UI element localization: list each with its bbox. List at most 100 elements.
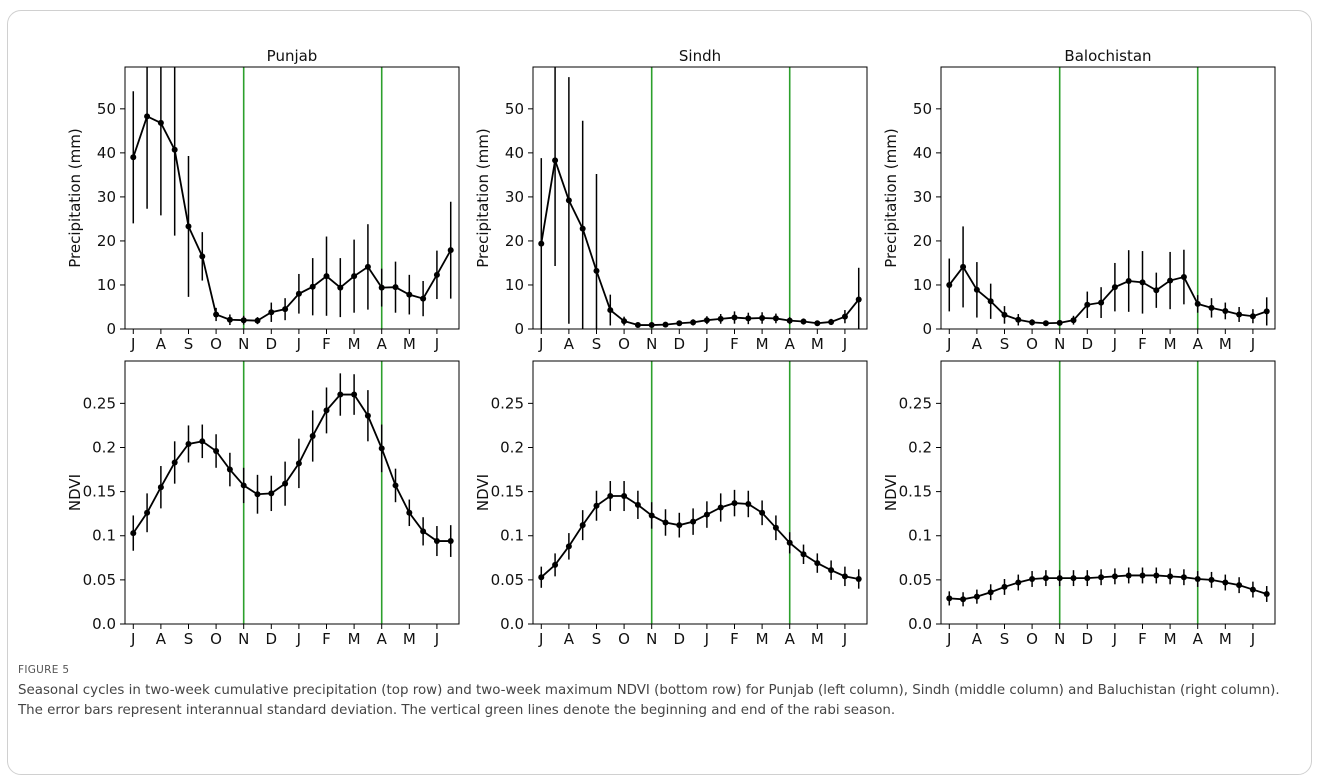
data-point [607,493,614,500]
data-point [1084,575,1091,582]
data-point [1001,311,1008,318]
data-point [420,528,427,535]
y-tick-label: 0.2 [92,438,116,456]
data-point [1249,313,1256,320]
y-axis-title: Precipitation (mm) [66,128,84,267]
x-tick-label: A [156,630,167,648]
data-point [1153,287,1160,294]
x-tick-label: J [842,630,847,648]
y-tick-label: 50 [97,100,116,118]
data-point [1125,572,1132,579]
data-point [1056,319,1063,326]
data-point [960,596,967,603]
axes-frame [940,360,1276,625]
y-tick-label: 30 [97,188,116,206]
y-axis-title: NDVI [66,474,84,511]
x-tick-label: O [210,630,222,648]
x-tick-label: S [1000,335,1010,353]
data-point [199,438,206,445]
data-point [1042,575,1049,582]
data-point [337,284,344,291]
x-tick-label: J [704,630,709,648]
x-tick-label: A [972,335,983,353]
data-point [841,573,848,580]
x-tick-label: S [592,630,602,648]
plot-area [130,373,454,557]
data-point [213,311,220,318]
x-tick-label: A [972,630,983,648]
data-point [226,316,233,323]
data-point [552,561,559,568]
data-point [634,501,641,508]
x-tick-label: J [434,335,439,353]
data-point [828,318,835,325]
data-point [1015,316,1022,323]
data-point [745,500,752,507]
data-point [309,433,316,440]
x-tick-label: S [592,335,602,353]
data-point [634,322,641,329]
data-point [1167,573,1174,580]
x-tick-label: J [296,630,301,648]
panel-title: Punjab [267,47,318,65]
data-point [579,522,586,529]
x-tick-label: O [210,335,222,353]
x-tick-label: A [377,630,388,648]
data-point [295,460,302,467]
x-tick-label: J [130,335,135,353]
data-point [130,530,137,537]
x-tick-label: A [785,630,796,648]
data-point [323,407,330,414]
data-point [621,318,628,325]
data-point [772,315,779,322]
x-tick-label: D [674,335,686,353]
y-axis-title: Precipitation (mm) [474,128,492,267]
data-point [703,511,710,518]
data-point [1029,319,1036,326]
y-tick-label: 10 [505,276,524,294]
y-tick-label: 0 [514,320,524,338]
data-point [565,543,572,550]
panel-title: Sindh [679,47,721,65]
data-point [1208,304,1215,311]
data-point [662,519,669,526]
data-point [1263,308,1270,315]
y-tick-label: 0.25 [899,394,932,412]
x-tick-label: J [130,630,135,648]
y-tick-label: 20 [913,232,932,250]
data-point [1015,579,1022,586]
data-point [552,157,559,164]
data-point [406,509,413,516]
data-point [268,490,275,497]
x-tick-label: O [618,630,630,648]
y-axis-title: Precipitation (mm) [882,128,900,267]
data-point [254,491,261,498]
y-axis-title: NDVI [474,474,492,511]
data-point [378,284,385,291]
data-point [240,317,247,324]
data-point [690,319,697,326]
x-tick-label: J [538,335,543,353]
x-tick-label: D [266,630,278,648]
x-tick-label: M [348,335,361,353]
y-tick-label: 50 [505,100,524,118]
data-point [772,524,779,531]
x-tick-label: J [1112,335,1117,353]
data-point [213,448,220,455]
data-point [420,295,427,302]
data-point [648,512,655,519]
x-tick-label: J [946,335,951,353]
data-point [565,197,572,204]
axes-frame [124,66,460,330]
panel-title: Balochistan [1064,47,1151,65]
data-point [282,480,289,487]
data-point [1098,574,1105,581]
data-point [1042,320,1049,327]
x-tick-label: M [1219,630,1232,648]
data-point [1194,300,1201,307]
data-point [447,247,454,254]
y-tick-label: 50 [913,100,932,118]
data-point [157,119,164,126]
